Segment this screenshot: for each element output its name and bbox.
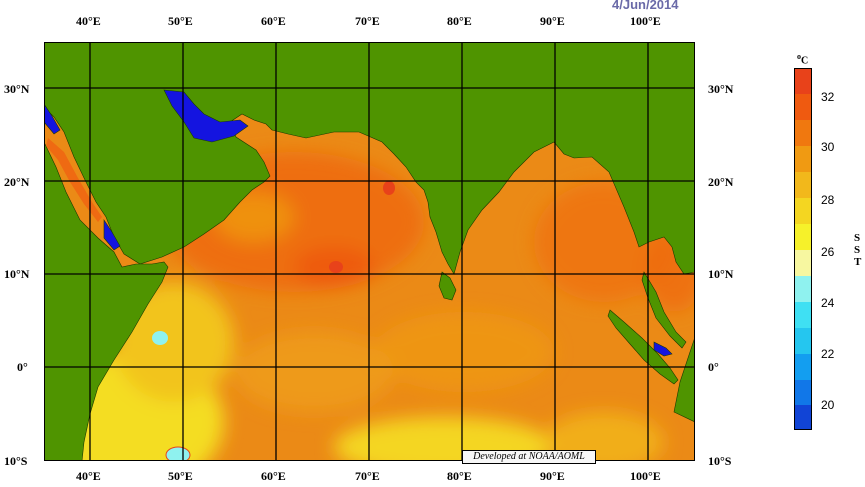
lat-label-left-10s: 10°S	[4, 454, 28, 468]
lon-label-top-80: 80°E	[447, 14, 472, 28]
lon-label-bottom-70: 70°E	[355, 469, 380, 483]
colorbar-tick-20: 20	[821, 398, 835, 412]
lon-label-bottom-50: 50°E	[168, 469, 193, 483]
colorbar-swatch-33	[794, 68, 812, 94]
lon-label-top-50: 50°E	[168, 14, 193, 28]
colorbar-tick-30: 30	[821, 140, 835, 154]
lat-label-right-20n: 20°N	[708, 175, 734, 189]
sst-map	[44, 42, 695, 461]
colorbar-swatch-23	[794, 328, 812, 354]
lat-label-left-20n: 20°N	[4, 175, 30, 189]
colorbar-swatch-32	[794, 94, 812, 120]
colorbar-swatch-31	[794, 120, 812, 146]
lat-label-right-30n: 30°N	[708, 82, 734, 96]
colorbar-swatch-22	[794, 354, 812, 380]
lon-label-bottom-40: 40°E	[76, 469, 101, 483]
red-sea-warm-strip	[46, 138, 102, 222]
graticule	[44, 42, 695, 461]
colorbar-tick-28: 28	[821, 193, 835, 207]
lon-label-bottom-100: 100°E	[630, 469, 661, 483]
lon-label-top-90: 90°E	[540, 14, 565, 28]
colorbar-swatch-29	[794, 172, 812, 198]
map-date: 4/Jun/2014	[612, 0, 679, 12]
cold-water-bodies	[44, 89, 673, 357]
lat-label-right-0: 0°	[708, 360, 719, 374]
lon-label-bottom-90: 90°E	[540, 469, 565, 483]
colorbar-tick-22: 22	[821, 347, 835, 361]
colorbar-unit: oC	[797, 52, 809, 67]
lat-label-right-10n: 10°N	[708, 267, 734, 281]
lon-label-top-60: 60°E	[261, 14, 286, 28]
colorbar-swatch-26	[794, 250, 812, 276]
credit-label: Developed at NOAA/AOML	[462, 450, 596, 464]
colorbar-tick-26: 26	[821, 245, 835, 259]
colorbar-swatch-25	[794, 276, 812, 302]
lon-label-top-70: 70°E	[355, 14, 380, 28]
colorbar-swatch-20	[794, 405, 812, 430]
colorbar	[794, 68, 812, 430]
colorbar-swatch-30	[794, 146, 812, 172]
colorbar-variable-label: S S T	[854, 232, 862, 268]
colorbar-tick-24: 24	[821, 296, 835, 310]
lat-label-left-30n: 30°N	[4, 82, 30, 96]
lon-label-top-40: 40°E	[76, 14, 101, 28]
lon-label-bottom-60: 60°E	[261, 469, 286, 483]
lat-label-left-0: 0°	[17, 360, 28, 374]
colorbar-swatch-27	[794, 224, 812, 250]
colorbar-tick-32: 32	[821, 90, 835, 104]
colorbar-swatch-21	[794, 380, 812, 405]
land-masses	[44, 42, 695, 461]
lon-label-bottom-80: 80°E	[447, 469, 472, 483]
lon-label-top-100: 100°E	[630, 14, 661, 28]
lat-label-right-10s: 10°S	[708, 454, 732, 468]
colorbar-swatch-24	[794, 302, 812, 328]
lat-label-left-10n: 10°N	[4, 267, 30, 281]
colorbar-swatch-28	[794, 198, 812, 224]
